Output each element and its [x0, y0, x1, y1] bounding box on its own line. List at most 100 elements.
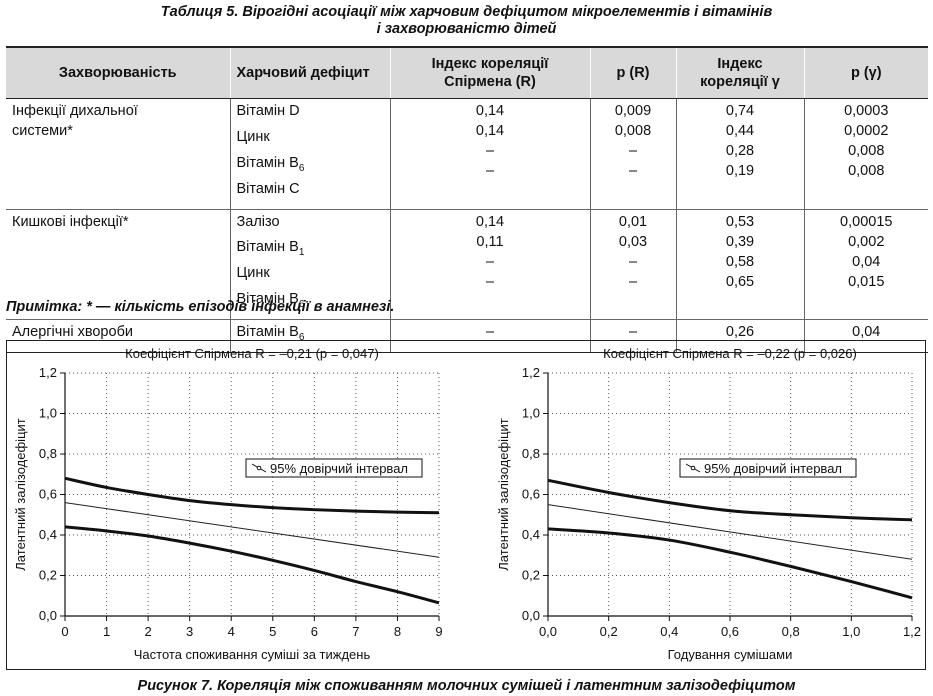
y-tick-label: 0,8: [522, 446, 540, 461]
deficit-item: Залізо: [236, 213, 280, 230]
legend-label: 95% довірчий інтервал: [704, 461, 842, 476]
value: –: [628, 273, 638, 290]
y-tick-label: 0,6: [522, 487, 540, 502]
value: 0,65: [725, 273, 755, 290]
legend-marker-icon: [690, 465, 696, 471]
spearman-cell: 0,14 0,14 – –: [389, 98, 590, 210]
morbidity-cell: Алергічні хвороби: [6, 319, 230, 354]
gamma-cell: 0,74 0,44 0,28 0,19: [675, 98, 804, 210]
header-p-gamma: p (γ): [803, 46, 928, 99]
y-tick-label: 0,6: [39, 487, 57, 502]
y-tick-label: 1,2: [39, 365, 57, 380]
y-axis-label: Латентний залізодефіцит: [13, 418, 28, 570]
legend-marker-icon: [256, 465, 262, 471]
x-tick-label: 0,2: [600, 624, 618, 639]
deficit-item: Вітамін D: [236, 103, 300, 119]
header-deficit: Харчовий дефіцит: [229, 46, 390, 99]
header-spearman: Індекс кореляції Спірмена (R): [389, 46, 590, 99]
x-tick-label: 4: [228, 624, 235, 639]
lower-confidence-curve: [547, 527, 913, 600]
table-caption-line2: і захворюваністю дітей: [376, 21, 557, 37]
note-text: * — кількість епізодів інфекції в анамне…: [82, 299, 395, 315]
morbidity-line: Кишкові інфекції*: [12, 213, 129, 230]
morbidity-cell: Інфекції дихальної системи*: [6, 98, 230, 210]
header-morbidity: Захворюваність: [6, 46, 230, 99]
value: 0,19: [725, 163, 755, 179]
x-tick-label: 0,4: [660, 624, 678, 639]
x-tick-label: 1,2: [903, 624, 921, 639]
value: –: [628, 324, 638, 341]
value: 0,008: [614, 123, 652, 139]
spearman-cell: 0,14 0,11 – –: [389, 209, 590, 321]
deficit-cell: Вітамін D Цинк Вітамін B6 Вітамін C: [229, 98, 390, 210]
regression-line: [64, 502, 440, 558]
figure-frame: [6, 340, 926, 670]
y-tick-label: 0,0: [522, 608, 540, 623]
chart-title: Коефіцієнт Спірмена R = –0,22 (p = 0,026…: [603, 346, 857, 361]
x-tick-label: 3: [186, 624, 193, 639]
y-tick-label: 1,2: [522, 365, 540, 380]
legend-label: 95% довірчий інтервал: [270, 461, 408, 476]
x-tick-label: 7: [352, 624, 359, 639]
p-gamma-cell: 0,0003 0,0002 0,008 0,008: [803, 98, 928, 210]
x-tick-label: 6: [311, 624, 318, 639]
value: 0,04: [852, 324, 881, 341]
value: 0,008: [848, 163, 885, 179]
p-r-cell: –: [589, 319, 676, 354]
regression-line: [547, 504, 913, 560]
table-row: Алергічні хвороби Вітамін B6 – – 0,26 0,…: [6, 319, 928, 354]
y-tick-label: 1,0: [522, 406, 540, 421]
deficit-cell: Залізо Вітамін B1 Цинк Вітамін B6: [229, 209, 390, 321]
header-gamma: Індекс кореляції γ: [675, 46, 804, 99]
spearman-cell: –: [389, 319, 590, 354]
y-tick-label: 0,0: [39, 608, 57, 623]
p-gamma-cell: 0,04: [803, 319, 928, 354]
upper-confidence-curve: [547, 478, 913, 522]
y-axis-label: Латентний залізодефіцит: [496, 418, 511, 570]
value: 0,015: [848, 273, 885, 290]
x-tick-label: 9: [435, 624, 442, 639]
value: –: [485, 324, 495, 341]
chart-right: 0,0 0,2 0,4 0,6 0,8 1,0 1,2 0,0 0,2 0,4 0,6 0,8 1,0 1…: [496, 346, 921, 662]
table-caption-line1: Таблиця 5. Вірогідні асоціації між харчо…: [160, 4, 773, 20]
note-label: Примітка:: [6, 299, 83, 315]
value: 0,0002: [844, 123, 889, 139]
value: 0,009: [614, 103, 652, 119]
p-gamma-cell: 0,00015 0,002 0,04 0,015: [803, 209, 928, 321]
header-spearman-line1: Індекс кореляції: [431, 56, 549, 72]
x-axis-label: Годування сумішами: [668, 647, 793, 662]
value: 0,28: [725, 143, 755, 159]
gamma-cell: 0,26: [675, 319, 804, 354]
figure-caption: Рисунок 7. Кореляція між споживанням мол…: [137, 678, 796, 694]
value: –: [485, 253, 495, 270]
chart-title: Коефіцієнт Спірмена R = –0,21 (p = 0,047…: [125, 346, 379, 361]
legend-box: [245, 458, 423, 478]
value: –: [628, 163, 638, 179]
x-tick-label: 0: [61, 624, 68, 639]
table-row: Кишкові інфекції* Залізо Вітамін B1 Цинк…: [6, 209, 928, 321]
value: 0,58: [725, 253, 755, 270]
table-row: Інфекції дихальної системи* Вітамін D Ци…: [6, 98, 928, 210]
y-tick-label: 0,4: [39, 527, 57, 542]
x-tick-label: 0,6: [721, 624, 739, 639]
value: 0,26: [725, 324, 755, 341]
header-spearman-line2: Спірмена (R): [444, 74, 536, 90]
deficit-cell: Вітамін B6: [229, 319, 390, 354]
y-tick-label: 1,0: [39, 406, 57, 421]
value: 0,03: [618, 233, 648, 250]
deficit-item: Вітамін B1: [236, 239, 305, 259]
value: 0,04: [852, 253, 881, 270]
x-tick-label: 5: [269, 624, 276, 639]
p-r-cell: 0,009 0,008 – –: [589, 98, 676, 210]
morbidity-line: Алергічні хвороби: [12, 324, 133, 341]
y-tick-label: 0,4: [522, 527, 540, 542]
value: 0,74: [725, 103, 755, 119]
x-axis-label: Частота споживання суміші за тиждень: [134, 647, 371, 662]
chart-left: 0 1 2 3 4 5 6 7 8 9 0,0 0,2 0,4 0,6 0,8 1,0 1,2 Коефіцієн…: [13, 346, 443, 662]
value: –: [485, 143, 495, 159]
value: 0,11: [476, 233, 504, 250]
table-note: Примітка: * — кількість епізодів інфекці…: [6, 299, 394, 315]
p-r-cell: 0,01 0,03 – –: [589, 209, 676, 321]
value: 0,14: [475, 103, 505, 119]
table-header-row: Захворюваність Харчовий дефіцит Індекс к…: [6, 46, 928, 99]
